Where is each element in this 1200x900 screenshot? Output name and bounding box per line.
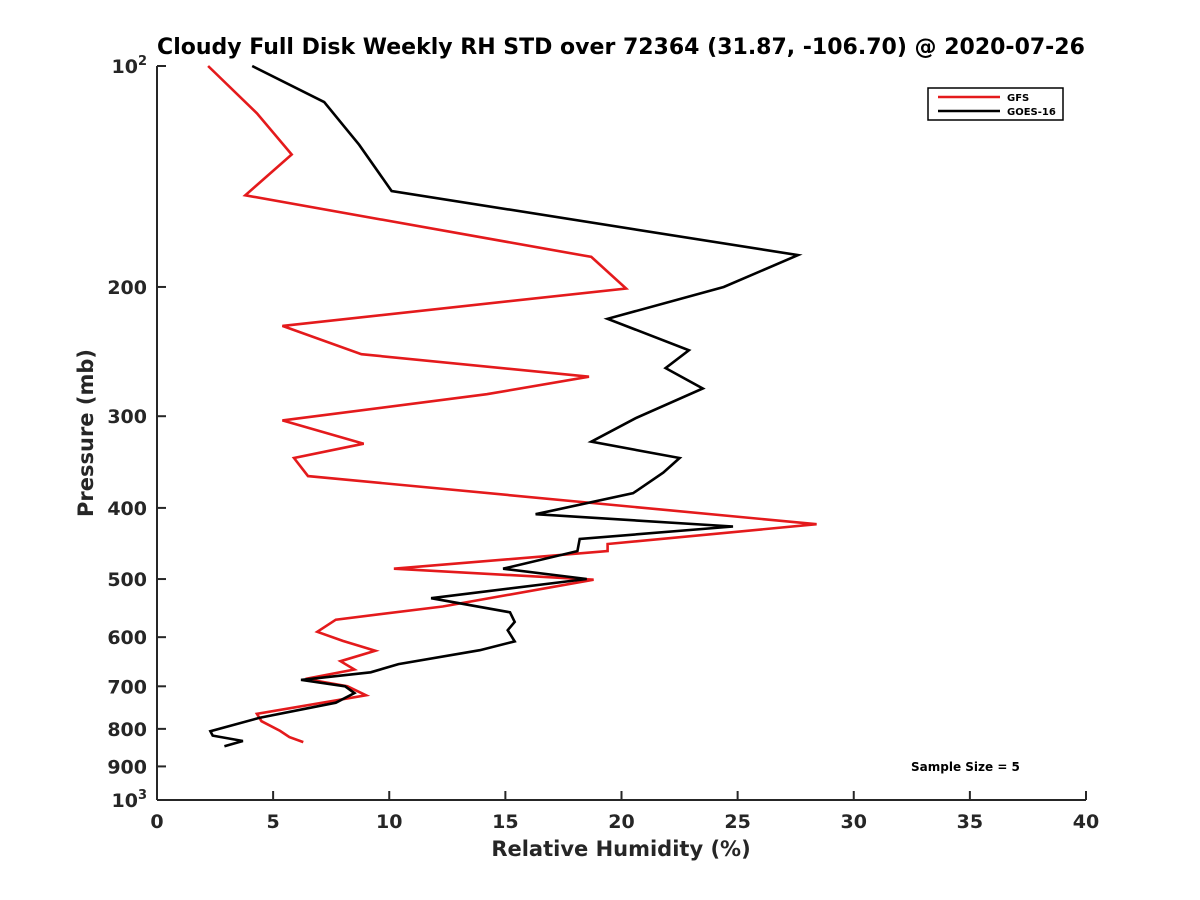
axes — [156, 66, 1086, 801]
y-tick-label: 102 — [112, 54, 148, 78]
x-tick-label: 15 — [492, 811, 518, 833]
series-lines — [207, 64, 817, 748]
x-tick-label: 30 — [841, 811, 867, 833]
y-tick-label: 400 — [107, 498, 147, 520]
y-tick-label: 700 — [107, 676, 147, 698]
y-tick-label: 800 — [107, 719, 147, 741]
x-tick-label: 0 — [150, 811, 163, 833]
y-tick-label: 900 — [107, 756, 147, 778]
x-tick-label: 35 — [957, 811, 983, 833]
x-tick-label: 10 — [376, 811, 402, 833]
y-axis-label: Pressure (mb) — [74, 349, 98, 517]
x-tick-label: 40 — [1073, 811, 1099, 833]
y-tick-label: 300 — [107, 406, 147, 428]
legend-label-goes-16: GOES-16 — [1007, 107, 1056, 118]
x-axis-label: Relative Humidity (%) — [491, 837, 750, 861]
chart-title: Cloudy Full Disk Weekly RH STD over 7236… — [157, 35, 1085, 60]
legend-box — [927, 87, 1064, 121]
sample-size-annotation: Sample Size = 5 — [911, 760, 1020, 774]
legend-label-gfs: GFS — [1007, 93, 1029, 104]
x-tick-label: 5 — [267, 811, 280, 833]
x-tick-label: 20 — [608, 811, 634, 833]
series-line-goes-16 — [208, 64, 803, 748]
y-ticks: 102 200 300 400 500 600 700 800 900 103 — [107, 54, 166, 812]
y-tick-label: 500 — [107, 569, 147, 591]
x-tick-label: 25 — [724, 811, 750, 833]
y-tick-label: 600 — [107, 627, 147, 649]
series-line-gfs — [207, 65, 817, 744]
legend: GFS GOES-16 — [927, 87, 1064, 121]
y-tick-label: 200 — [107, 277, 147, 299]
x-ticks: 0 5 10 15 20 25 30 35 40 — [150, 791, 1099, 833]
y-tick-label: 103 — [112, 788, 148, 812]
